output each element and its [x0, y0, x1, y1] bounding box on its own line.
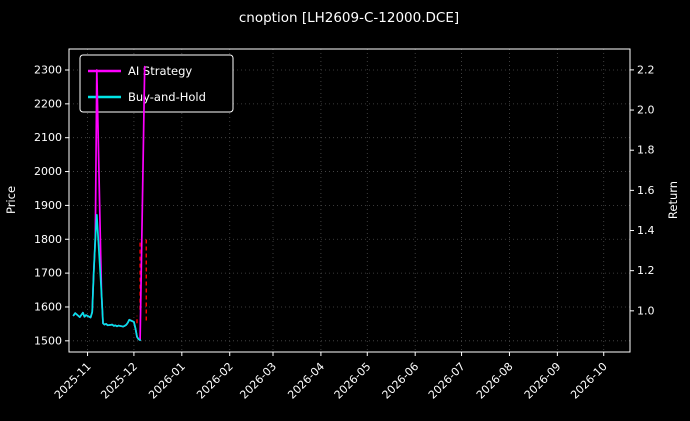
- x-tick-label: 2026-02: [194, 360, 236, 402]
- y-tick-label-right: 1.2: [637, 264, 655, 277]
- y-tick-label-left: 2000: [34, 165, 62, 178]
- plot-frame: [68, 48, 631, 353]
- left-axis-label: Price: [4, 186, 18, 214]
- y-tick-label-left: 2300: [34, 63, 62, 76]
- x-tick-label: 2026-01: [146, 360, 188, 402]
- y-tick-label-left: 1900: [34, 199, 62, 212]
- x-tick-label: 2026-06: [380, 360, 422, 402]
- y-tick-label-left: 2200: [34, 97, 62, 110]
- y-tick-label-left: 1600: [34, 300, 62, 313]
- x-tick-label: 2025-12: [98, 360, 140, 402]
- x-tick-label: 2026-08: [474, 360, 516, 402]
- x-tick-label: 2025-11: [52, 360, 94, 402]
- y-tick-label-left: 1700: [34, 267, 62, 280]
- y-tick-label-right: 2.0: [637, 104, 655, 117]
- x-tick-label: 2026-09: [522, 360, 564, 402]
- buy-and-hold-line: [72, 214, 141, 342]
- y-tick-label-right: 2.2: [637, 63, 655, 76]
- y-tick-label-right: 1.4: [637, 224, 655, 237]
- y-tick-label-right: 1.8: [637, 144, 655, 157]
- legend-label-buy-and-hold: Buy-and-Hold: [128, 90, 206, 104]
- x-tick-label: 2026-03: [237, 360, 279, 402]
- right-axis-label: Return: [666, 181, 680, 219]
- legend-label-ai-strategy: AI Strategy: [128, 64, 192, 78]
- y-tick-label-left: 1500: [34, 334, 62, 347]
- x-tick-label: 2026-07: [426, 360, 468, 402]
- x-tick-label: 2026-04: [285, 360, 327, 402]
- plot-area: 1500 1600 1700 1800 1900 2000 2100 2200 2300 1.0 1…: [34, 48, 655, 402]
- x-tick-label: 2026-10: [568, 360, 610, 402]
- y-tick-label-right: 1.6: [637, 184, 655, 197]
- y-tick-label-left: 2100: [34, 131, 62, 144]
- x-tick-label: 2026-05: [332, 360, 374, 402]
- y-tick-label-left: 1800: [34, 233, 62, 246]
- chart-title: cnoption [LH2609-C-12000.DCE]: [239, 10, 459, 26]
- y-tick-label-right: 1.0: [637, 304, 655, 317]
